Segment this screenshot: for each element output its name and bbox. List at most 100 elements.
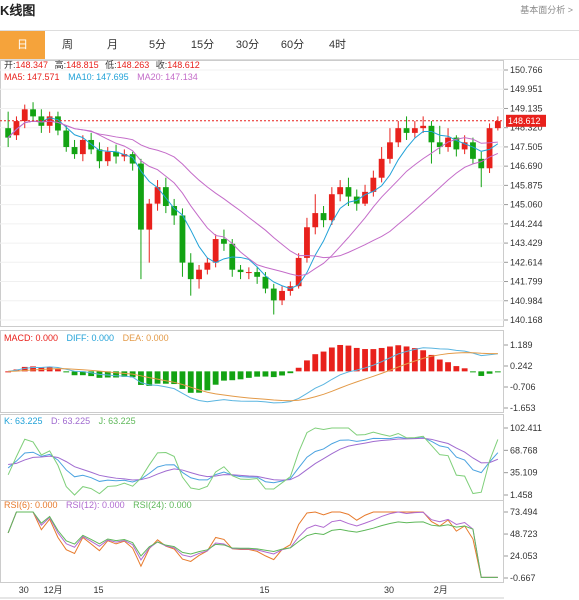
macd-bar (295, 367, 302, 372)
candle-body (279, 290, 285, 301)
macd-bar (104, 371, 111, 378)
candle-body (295, 257, 302, 287)
tab-4hour[interactable]: 4时 (328, 39, 347, 51)
fundamental-analysis-link[interactable]: 基本面分析 > (520, 5, 573, 15)
kdj-d-line (8, 437, 499, 481)
y-axis-ticks: 150.766 149.951 149.135 148.320 147.505 146.6… (504, 65, 543, 583)
macd-bar (63, 371, 70, 373)
candle-body (362, 191, 368, 204)
y-tick-label: 68.768 (510, 445, 538, 455)
candle-body (55, 116, 61, 131)
tab-60min[interactable]: 60分 (280, 39, 305, 51)
macd-bar (420, 350, 427, 372)
candle-body (411, 128, 418, 133)
macd-bar (403, 346, 410, 372)
kdj-panel (7, 427, 499, 496)
period-tabs: 日 周 月 5分 15分 30分 60分 4时 (0, 30, 579, 60)
candle-body (461, 142, 468, 150)
y-tick-label: 150.766 (510, 65, 543, 75)
candle-body (212, 239, 219, 263)
tab-month[interactable]: 月 (107, 39, 118, 51)
x-axis-ticks: 30 12月 15 15 30 2月 (19, 585, 448, 595)
tab-5min[interactable]: 5分 (148, 39, 167, 51)
tab-15min[interactable]: 15分 (190, 39, 215, 51)
candle-body (320, 213, 327, 221)
tab-30min[interactable]: 30分 (235, 39, 260, 51)
y-tick-label: 0.242 (510, 361, 533, 371)
candle-body (403, 128, 410, 133)
last-price-badge (506, 114, 546, 127)
macd-bar (378, 347, 385, 372)
macd-bar (304, 360, 310, 372)
macd-bar (494, 371, 501, 373)
panel-frames (0, 60, 504, 599)
macd-bar (21, 366, 28, 372)
macd-bar (254, 371, 261, 377)
y-tick-label: 145.875 (510, 180, 543, 190)
candle-body (154, 187, 161, 204)
macd-bar (55, 369, 61, 372)
macd-bar (478, 371, 485, 376)
candle-body (79, 139, 86, 155)
candle-body (453, 137, 460, 150)
rsi6-line (7, 511, 498, 578)
macd-bar (5, 371, 12, 373)
candle-body (378, 158, 385, 178)
ma5-line (7, 117, 499, 290)
candle-body (13, 121, 20, 136)
ma20-line (7, 120, 499, 259)
macd-bar (204, 371, 211, 391)
macd-bar (387, 346, 393, 372)
macd-bar (113, 371, 119, 378)
ohlc-label: 开:148.347 高:148.815 低:148.263 收:148.612 (4, 59, 200, 70)
candle-body (104, 151, 111, 162)
macd-bar (411, 348, 418, 372)
macd-bar (470, 371, 476, 373)
candles (5, 102, 501, 315)
y-tick-label: 140.168 (510, 315, 543, 325)
page-title: K线图 (0, 3, 36, 18)
y-tick-label: 35.109 (510, 468, 538, 478)
x-tick-label: 30 (384, 585, 394, 595)
y-tick-label: 147.505 (510, 142, 543, 152)
candle-body (370, 177, 377, 192)
y-tick-label: 143.429 (510, 238, 543, 248)
macd-bar (212, 371, 219, 385)
tab-day[interactable]: 日 (0, 31, 45, 59)
candle-body (221, 239, 227, 244)
rsi-label: RSI(6): 0.000 RSI(12): 0.000 RSI(24): 0.… (4, 500, 192, 510)
macd-bar (362, 349, 368, 372)
macd-bar (30, 366, 36, 372)
candle-body (237, 269, 244, 273)
candle-body (187, 262, 194, 280)
candle-body (63, 130, 70, 148)
y-tick-label: -0.667 (510, 573, 536, 583)
x-tick-label: 2月 (434, 585, 448, 595)
macd-bar (187, 371, 194, 393)
candle-body (470, 142, 476, 159)
x-tick-label: 15 (93, 585, 103, 595)
y-tick-label: 48.723 (510, 529, 538, 539)
macd-bar (353, 347, 360, 372)
y-tick-label: 1.458 (510, 490, 533, 500)
y-tick-label: 73.494 (510, 507, 538, 517)
candle-body (129, 154, 136, 164)
macd-panel (5, 344, 501, 404)
macd-bar (88, 371, 95, 377)
candle-body (146, 203, 153, 230)
candle-body (121, 154, 128, 157)
candle-body (436, 142, 443, 148)
macd-bar (245, 371, 252, 378)
macd-bar (262, 371, 269, 377)
rsi24-line (7, 511, 498, 578)
tab-week[interactable]: 周 (62, 39, 73, 51)
candle-body (5, 128, 12, 138)
y-tick-label: 24.053 (510, 551, 538, 561)
macd-bar (237, 371, 244, 380)
candle-body (395, 128, 402, 143)
macd-bar (395, 345, 402, 372)
candle-body (204, 262, 211, 270)
y-tick-label: 142.614 (510, 257, 543, 267)
y-tick-label: 102.411 (510, 423, 542, 433)
